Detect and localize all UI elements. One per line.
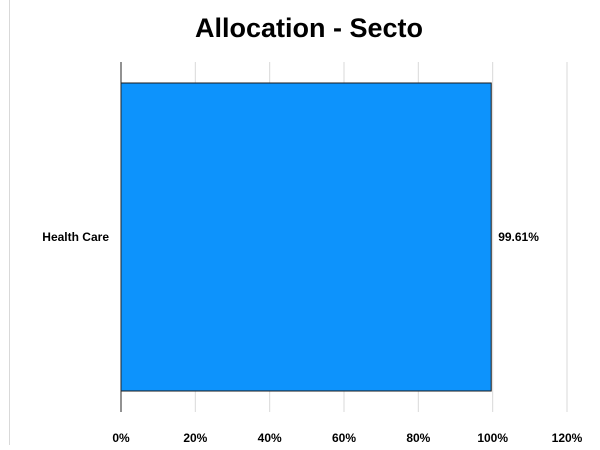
x-tick-label: 100% [477, 431, 508, 445]
chart-title: Allocation - Secto [195, 13, 423, 43]
x-tick-label: 120% [552, 431, 583, 445]
x-tick-label: 60% [332, 431, 356, 445]
labels: 0% 20% 40% 60% 80% 100% 120% Health Care 99.61% [42, 230, 582, 445]
x-tick-label: 80% [406, 431, 430, 445]
x-tick-label: 40% [258, 431, 282, 445]
x-tick-label: 20% [183, 431, 207, 445]
page-left-border [9, 0, 10, 445]
bar-health-care [120, 82, 492, 392]
bars [120, 82, 492, 392]
bar-data-label: 99.61% [498, 230, 539, 244]
x-tick-label: 0% [112, 431, 130, 445]
y-category-label: Health Care [42, 230, 109, 244]
